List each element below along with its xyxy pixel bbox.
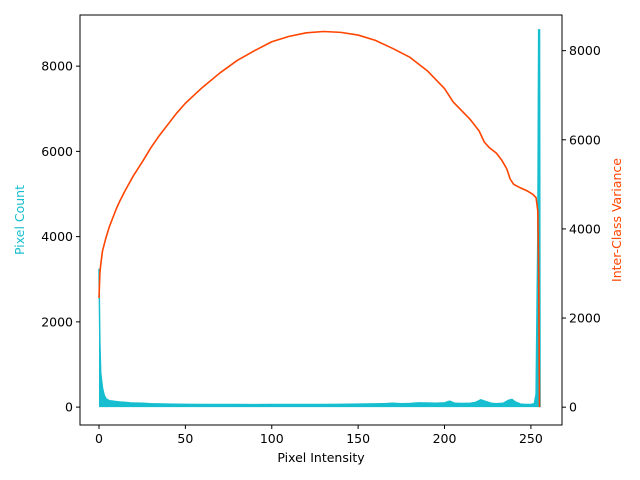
x-tick-label: 250 <box>519 431 543 446</box>
x-tick-label: 0 <box>95 431 103 446</box>
y-right-tick-label: 0 <box>569 400 577 415</box>
y-left-tick-label: 4000 <box>41 229 73 244</box>
y-axis-right-title: Inter-Class Variance <box>609 158 624 282</box>
y-right-tick-label: 4000 <box>569 221 601 236</box>
y-left-tick-label: 0 <box>65 400 73 415</box>
histogram-line <box>98 29 541 408</box>
x-axis: 0 50 100 150 200 250 <box>95 425 543 446</box>
y-right-tick-label: 6000 <box>569 132 601 147</box>
y-right-tick-label: 2000 <box>569 311 601 326</box>
x-tick-label: 100 <box>260 431 284 446</box>
x-tick-label: 150 <box>346 431 370 446</box>
x-tick-label: 200 <box>433 431 457 446</box>
y-left-tick-label: 8000 <box>41 59 73 74</box>
y-axis-left-title: Pixel Count <box>12 185 27 255</box>
x-axis-title: Pixel Intensity <box>277 450 365 465</box>
y-right-tick-label: 8000 <box>569 43 601 58</box>
plot-frame <box>79 14 563 426</box>
x-tick-label: 50 <box>177 431 193 446</box>
y-left-tick-label: 6000 <box>41 144 73 159</box>
variance-line <box>98 30 541 408</box>
y-axis-right: 0 2000 4000 6000 8000 <box>562 43 601 415</box>
y-left-tick-label: 2000 <box>41 314 73 329</box>
y-axis-left: 0 2000 4000 6000 8000 <box>41 59 80 415</box>
plot-area <box>98 29 541 408</box>
